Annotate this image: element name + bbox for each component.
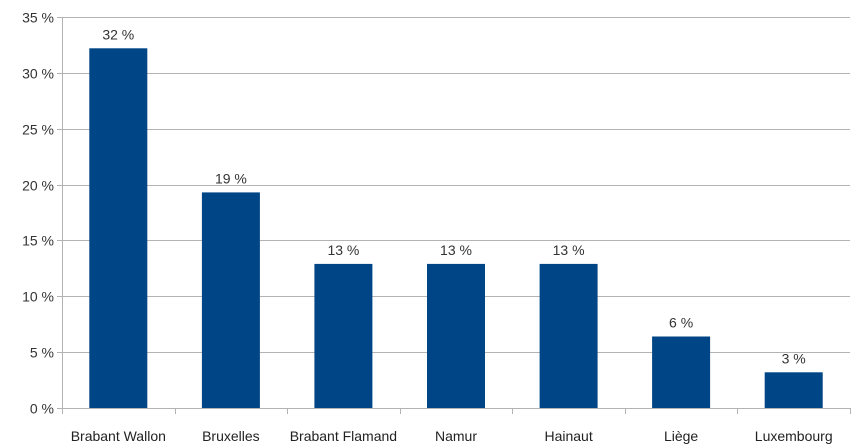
y-tick-label: 0 % xyxy=(30,401,54,417)
bar xyxy=(201,192,260,408)
bar xyxy=(652,336,711,408)
x-tick-label: Bruxelles xyxy=(202,428,260,444)
y-tick-label: 5 % xyxy=(30,345,54,361)
bar xyxy=(764,372,823,408)
data-label: 13 % xyxy=(327,242,359,258)
data-label: 3 % xyxy=(782,350,806,366)
y-tick-label: 20 % xyxy=(22,178,54,194)
y-tick-label: 35 % xyxy=(22,10,54,26)
x-tick-label: Liège xyxy=(664,428,698,444)
bar xyxy=(314,263,373,408)
bar xyxy=(539,263,598,408)
axes xyxy=(62,17,851,414)
x-tick-label: Namur xyxy=(435,428,477,444)
data-label: 6 % xyxy=(669,315,693,331)
data-label: 13 % xyxy=(440,242,472,258)
y-tick-label: 15 % xyxy=(22,233,54,249)
bars xyxy=(89,48,823,409)
x-tick-label: Brabant Flamand xyxy=(290,428,397,444)
y-tick-label: 10 % xyxy=(22,289,54,305)
x-tick-label: Hainaut xyxy=(544,428,592,444)
y-tick-label: 25 % xyxy=(22,122,54,138)
x-tick-label: Brabant Wallon xyxy=(71,428,166,444)
x-tick-label: Luxembourg xyxy=(755,428,833,444)
data-label: 32 % xyxy=(102,26,134,42)
bar xyxy=(427,263,485,408)
data-label: 13 % xyxy=(553,242,585,258)
data-label: 19 % xyxy=(215,170,247,186)
labels: 0 % 5 % 10 % 15 % 20 % 25 % 30 % 35 % 32 % Braban… xyxy=(22,10,833,445)
bar xyxy=(89,48,148,409)
y-tick-label: 30 % xyxy=(22,66,54,82)
